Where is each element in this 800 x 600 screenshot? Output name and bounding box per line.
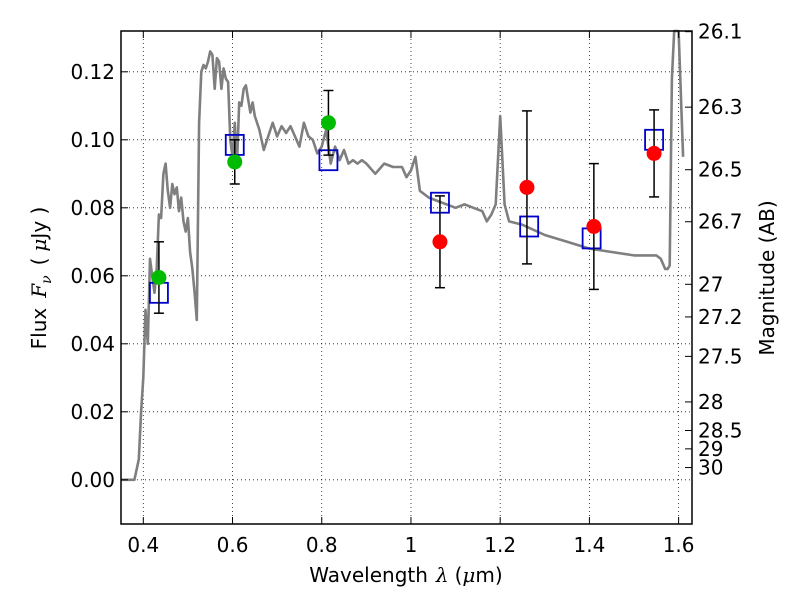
- x-axis-unit-open: (: [455, 563, 463, 587]
- y-axis-label: Flux Fν ( μJy ): [27, 207, 55, 350]
- y-axis-label-word: Flux: [27, 308, 51, 350]
- y-axis-unit-rest: Jy ): [27, 207, 51, 241]
- observed-point: [586, 219, 602, 234]
- x-axis-label-word: Wavelength: [309, 563, 428, 587]
- observed-point: [151, 270, 167, 285]
- y-tick-label: 0.10: [70, 128, 115, 152]
- y-tick-label: 0.04: [70, 332, 115, 356]
- x-tick-label: 1.4: [573, 533, 605, 557]
- right-tick-label: 30: [698, 456, 723, 480]
- y-tick-label: 0.00: [70, 468, 115, 492]
- y-axis-subscript: ν: [39, 275, 55, 284]
- right-tick-label: 29: [698, 437, 723, 461]
- observed-point: [519, 179, 535, 195]
- x-axis-label: Wavelength λ (μm): [309, 563, 502, 587]
- model-photometry-square: [519, 215, 540, 238]
- right-tick-label: 26.7: [698, 210, 743, 234]
- x-tick-label: 0.6: [217, 533, 249, 557]
- right-axis-label: Magnitude (AB): [755, 200, 779, 355]
- y-axis-symbol: F: [27, 283, 51, 299]
- model-sed-layer: [121, 29, 685, 482]
- tick-layer: 0.4 0.6 0.8 1 1.2 1.4 1.6 0.00 0.02 0.04 0.06 0.08 0…: [70, 20, 742, 557]
- x-tick-label: 1: [405, 533, 418, 557]
- right-tick-label: 28: [698, 390, 723, 414]
- model-sed-line: [121, 29, 685, 482]
- y-tick-label: 0.06: [70, 264, 115, 288]
- plot-frame: [120, 30, 693, 525]
- y-tick-label: 0.02: [70, 400, 115, 424]
- right-tick-label: 26.5: [698, 158, 743, 182]
- x-tick-label: 1.2: [484, 533, 516, 557]
- right-tick-label: 28.5: [698, 419, 743, 443]
- x-axis-symbol: λ: [435, 563, 449, 587]
- observed-point: [646, 145, 662, 161]
- y-tick-label: 0.12: [70, 60, 115, 84]
- marker-layer: [149, 89, 664, 314]
- y-axis-unit-open: (: [27, 258, 51, 266]
- right-tick-label: 27.5: [698, 344, 743, 368]
- right-tick-label: 27: [698, 272, 723, 296]
- x-axis-unit-mu: μ: [462, 563, 475, 587]
- x-tick-label: 0.4: [127, 533, 159, 557]
- right-tick-label: 26.1: [698, 20, 743, 44]
- y-axis-unit-mu: μ: [27, 239, 51, 252]
- x-tick-label: 0.8: [306, 533, 338, 557]
- observed-point: [227, 154, 243, 170]
- right-tick-label: 26.3: [698, 95, 743, 119]
- y-tick-label: 0.08: [70, 196, 115, 220]
- observed-point: [432, 234, 448, 250]
- right-tick-label: 27.2: [698, 305, 743, 329]
- observed-point: [320, 115, 336, 131]
- x-tick-label: 1.6: [663, 533, 695, 557]
- x-axis-unit-rest: m): [475, 563, 502, 587]
